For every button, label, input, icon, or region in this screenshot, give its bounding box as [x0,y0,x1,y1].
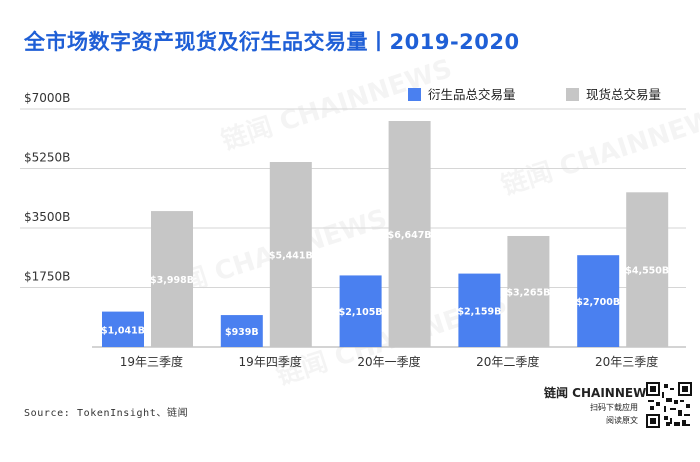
y-axis-tick-labels: $1750B $3500B $5250B $7000B [24,91,70,284]
x-tick-label: 20年一季度 [357,354,420,369]
brand-block: 链闻 CHAINNEWS 扫码下载应用 阅读原文 [544,384,655,427]
derivatives-value-label: $939B [225,327,259,338]
y-tick-label: $1750B [24,270,70,284]
y-tick-label: $5250B [24,151,70,165]
legend-swatch-derivatives [408,88,421,101]
watermark-text: 链闻 CHAINNEWS [498,98,700,202]
brand-name: 链闻 CHAINNEWS [544,386,655,400]
spot-bar [269,162,312,347]
derivatives-value-label: $2,105B [339,307,383,318]
brand-line-2: 阅读原文 [606,416,638,425]
spot-value-label: $3,998B [150,275,194,286]
x-tick-label: 20年三季度 [595,354,658,369]
spot-value-label: $4,550B [625,266,669,277]
spot-value-label: $6,647B [388,230,432,241]
legend-swatch-spot [566,88,579,101]
derivatives-bar [102,311,144,347]
legend-label-derivatives: 衍生品总交易量 [428,87,516,102]
bars [102,121,669,347]
derivatives-value-label: $2,700B [576,297,620,308]
derivatives-value-label: $2,159B [457,306,501,317]
spot-bar [507,235,550,347]
spot-bar [388,121,431,347]
legend: 衍生品总交易量 现货总交易量 [408,87,661,102]
qr-code-icon [646,382,692,428]
brand-line-1: 扫码下载应用 [590,403,638,412]
spot-value-label: $3,265B [506,287,550,298]
y-tick-label: $7000B [24,91,70,105]
bar-value-labels: $1,041B $3,998B $939B $5,441B $2,105B $6,647B… [101,230,669,338]
x-tick-label: 19年四季度 [239,354,302,369]
derivatives-bar [220,315,263,347]
legend-label-spot: 现货总交易量 [586,87,661,102]
derivatives-value-label: $1,041B [101,325,145,336]
spot-value-label: $5,441B [269,251,313,262]
x-tick-label: 19年三季度 [120,354,183,369]
source-note: Source: TokenInsight、链闻 [24,408,189,419]
derivatives-bar [458,273,501,347]
x-tick-label: 20年二季度 [476,354,539,369]
y-tick-label: $3500B [24,210,70,224]
spot-bar [151,211,193,347]
derivatives-bar [577,255,620,347]
spot-bar [626,192,669,347]
x-axis-tick-labels: 19年三季度 19年四季度 20年一季度 20年二季度 20年三季度 [120,354,658,369]
derivatives-bar [339,275,382,347]
chart-title: 全市场数字资产现货及衍生品交易量丨2019-2020 [24,30,520,54]
